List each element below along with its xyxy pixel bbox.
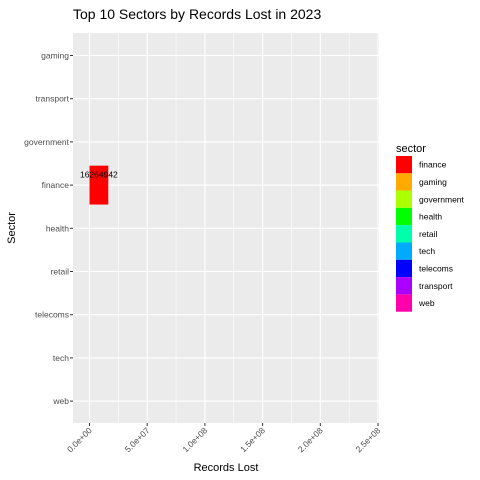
grid-lines xyxy=(73,33,379,423)
chart-title: Top 10 Sectors by Records Lost in 2023 xyxy=(73,6,321,22)
legend-title: sector xyxy=(396,143,426,155)
legend-label: health xyxy=(419,212,442,222)
legend-label: tech xyxy=(419,246,435,256)
legend-label: web xyxy=(418,298,435,308)
y-tick-label: web xyxy=(52,396,69,406)
y-tick-labels: gaming transport government finance health re… xyxy=(24,51,73,406)
legend-key-transport xyxy=(396,277,412,295)
y-tick-label: retail xyxy=(51,267,70,277)
bars: 16264942 xyxy=(80,165,118,205)
legend-key-gaming xyxy=(396,173,412,191)
legend-label: gaming xyxy=(419,177,447,187)
legend-label: government xyxy=(419,194,465,204)
x-tick-label: 5.0e+07 xyxy=(123,425,152,454)
y-axis-title: Sector xyxy=(6,212,18,244)
y-tick-label: gaming xyxy=(41,51,69,61)
x-tick-label: 1.0e+08 xyxy=(180,425,209,454)
y-tick-label: telecoms xyxy=(35,310,69,320)
legend-label: finance xyxy=(419,160,447,170)
x-axis-title: Records Lost xyxy=(194,462,259,474)
legend-key-finance xyxy=(396,156,412,174)
y-tick-label: health xyxy=(46,223,69,233)
legend-label: telecoms xyxy=(419,263,453,273)
bar-finance xyxy=(89,165,109,205)
legend-key-telecoms xyxy=(396,259,412,278)
legend-key-government xyxy=(396,190,412,208)
y-tick-label: transport xyxy=(35,94,69,104)
x-tick-labels: 0.0e+00 5.0e+07 1.0e+08 1.5e+08 2.0e+08 2.5e+… xyxy=(65,423,383,454)
x-tick-label: 0.0e+00 xyxy=(65,425,94,454)
legend-key-health xyxy=(396,207,412,226)
legend-key-tech xyxy=(396,242,412,260)
legend-label: retail xyxy=(419,229,438,239)
legend-label: transport xyxy=(419,281,453,291)
legend-key-retail xyxy=(396,225,412,243)
data-label: 16264942 xyxy=(80,170,118,180)
y-tick-label: finance xyxy=(42,180,70,190)
x-tick-label: 2.5e+08 xyxy=(353,425,382,454)
x-tick-label: 1.5e+08 xyxy=(238,425,267,454)
y-tick-label: government xyxy=(24,137,70,147)
x-tick-label: 2.0e+08 xyxy=(296,425,325,454)
legend-key-web xyxy=(396,294,412,312)
legend: sector finance gaming government health reta… xyxy=(396,143,465,312)
legend-items: finance gaming government health retail tech t… xyxy=(396,156,465,312)
y-tick-label: tech xyxy=(53,353,69,363)
